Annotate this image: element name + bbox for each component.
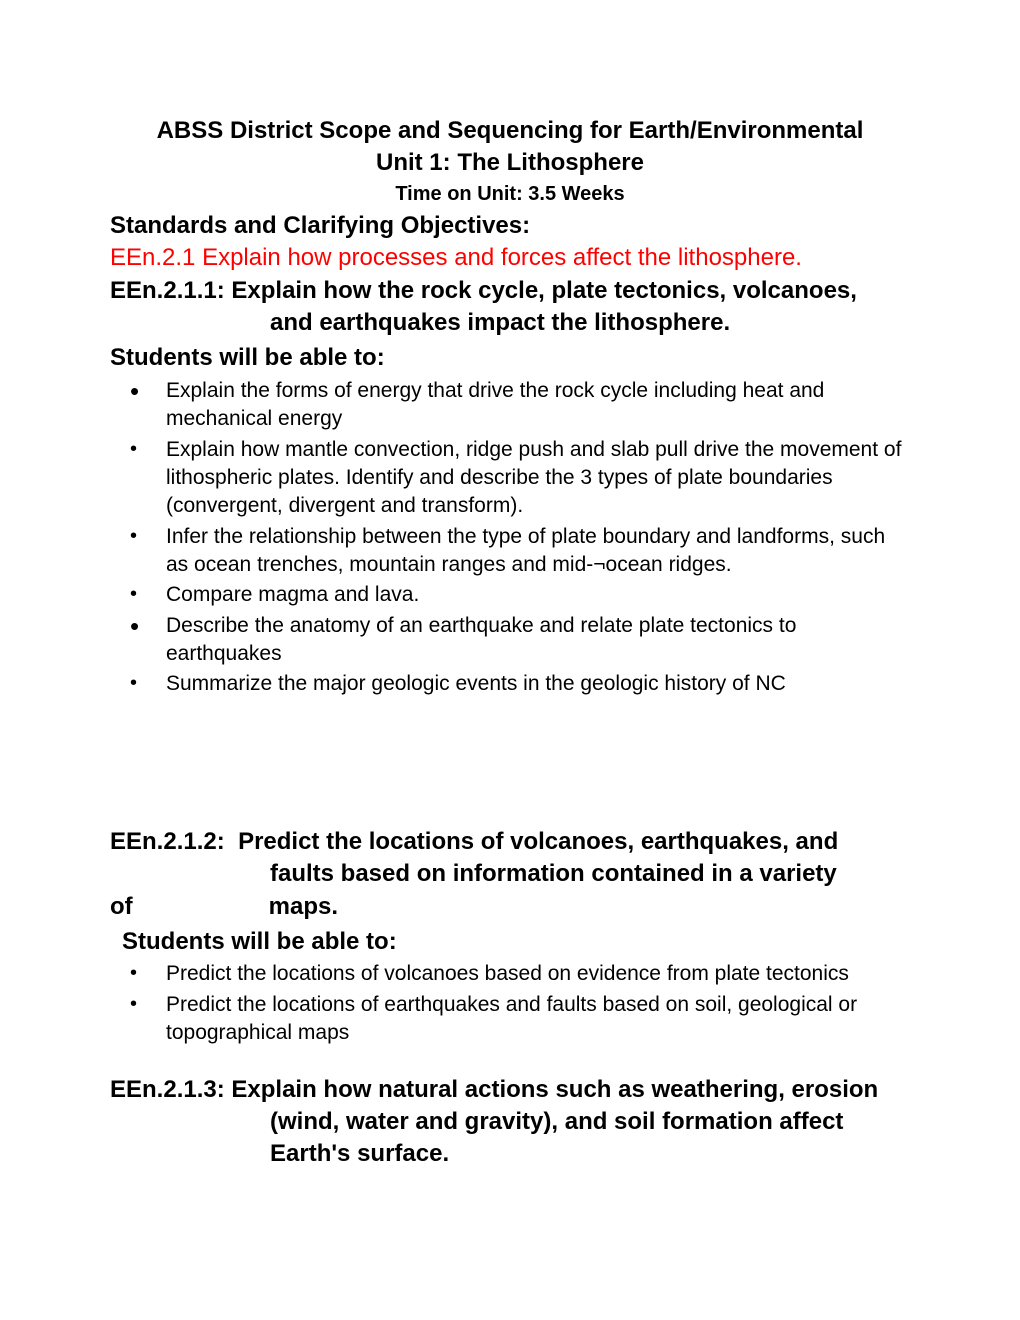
objective-text-line1: Explain how the rock cycle, plate tecton… bbox=[231, 277, 857, 304]
standards-header: Standards and Clarifying Objectives: bbox=[110, 210, 910, 242]
objective-2-1-2: EEn.2.1.2: Predict the locations of volc… bbox=[110, 826, 910, 891]
list-item: Predict the locations of volcanoes based… bbox=[110, 960, 910, 988]
objective-2-bullets: Predict the locations of volcanoes based… bbox=[110, 960, 910, 1047]
objective-code: EEn.2.1.1: bbox=[110, 277, 225, 304]
doc-title-line2: Unit 1: The Lithosphere bbox=[110, 147, 910, 179]
list-item: Explain the forms of energy that drive t… bbox=[110, 377, 910, 434]
spacer bbox=[110, 701, 910, 826]
students-will-label: Students will be able to: bbox=[110, 925, 910, 959]
time-on-unit: Time on Unit: 3.5 Weeks bbox=[110, 180, 910, 208]
objective-text-maps: maps. bbox=[269, 893, 338, 920]
objective-code: EEn.2.1.2: bbox=[110, 828, 225, 855]
standard-een21: EEn.2.1 Explain how processes and forces… bbox=[110, 242, 910, 274]
objective-text-line1: Predict the locations of volcanoes, eart… bbox=[238, 828, 838, 855]
objective-text-line3: Earth's surface. bbox=[110, 1138, 910, 1170]
objective-text-line2: and earthquakes impact the lithosphere. bbox=[110, 307, 910, 339]
objective-2-1-1: EEn.2.1.1: Explain how the rock cycle, p… bbox=[110, 275, 910, 340]
list-item: Summarize the major geologic events in t… bbox=[110, 670, 910, 698]
list-item: Infer the relationship between the type … bbox=[110, 523, 910, 580]
doc-title-line1: ABSS District Scope and Sequencing for E… bbox=[110, 115, 910, 147]
objective-text-line2: (wind, water and gravity), and soil form… bbox=[110, 1106, 910, 1138]
spacer bbox=[110, 1050, 910, 1074]
students-will-label: Students will be able to: bbox=[110, 341, 910, 375]
objective-code: EEn.2.1.3: bbox=[110, 1076, 225, 1103]
objective-text-line2: faults based on information contained in… bbox=[110, 858, 910, 890]
list-item: Predict the locations of earthquakes and… bbox=[110, 991, 910, 1048]
objective-text-line1: Explain how natural actions such as weat… bbox=[231, 1076, 878, 1103]
objective-text-of: of bbox=[110, 891, 262, 923]
objective-1-bullets: Explain the forms of energy that drive t… bbox=[110, 377, 910, 699]
list-item: Describe the anatomy of an earthquake an… bbox=[110, 612, 910, 669]
objective-2-1-3: EEn.2.1.3: Explain how natural actions s… bbox=[110, 1074, 910, 1171]
objective-2-1-2-line3: of maps. bbox=[110, 891, 910, 923]
list-item: Compare magma and lava. bbox=[110, 581, 910, 609]
list-item: Explain how mantle convection, ridge pus… bbox=[110, 436, 910, 521]
